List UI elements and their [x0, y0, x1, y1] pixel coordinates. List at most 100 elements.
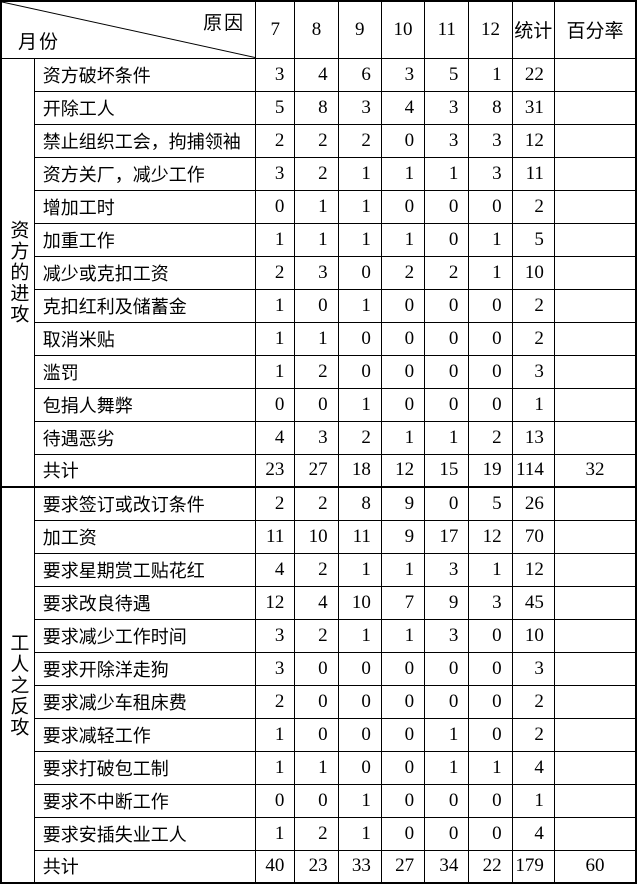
table-row: 资方的进攻 资方破坏条件 3 4 6 3 5 1 22	[0, 57, 637, 488]
value-cell: 2	[424, 255, 470, 290]
value-cell: 0	[424, 783, 470, 818]
value-cell: 3	[424, 123, 470, 158]
table-row: 开除工人 5 8 3 4 3 8 31	[1, 90, 637, 125]
column-header-month-9: 9	[337, 0, 382, 59]
value-cell: 1	[255, 354, 296, 389]
value-cell: 5	[255, 90, 296, 125]
value-cell: 3	[424, 90, 470, 125]
row-name: 要求星期赏工贴花红	[33, 552, 257, 587]
row-name: 要求开除洋走狗	[33, 651, 257, 686]
value-cell: 1	[337, 288, 382, 323]
value-cell: 0	[424, 321, 470, 356]
value-cell: 1	[468, 255, 513, 290]
value-cell: 5	[468, 486, 513, 521]
row-name: 开除工人	[33, 90, 257, 125]
value-cell: 1	[337, 387, 382, 422]
value-cell: 3	[255, 57, 296, 92]
value-cell: 1	[294, 750, 339, 785]
value-cell: 0	[468, 387, 513, 422]
value-cell: 1	[468, 552, 513, 587]
value-cell: 0	[468, 783, 513, 818]
value-cell: 1	[294, 189, 339, 224]
value-cell: 23	[294, 849, 339, 884]
row-name: 待遇恶劣	[33, 420, 257, 455]
value-cell: 0	[337, 750, 382, 785]
value-cell: 2	[255, 486, 296, 521]
percentage-cell	[553, 354, 637, 389]
percentage-cell	[553, 90, 637, 125]
table-row: 禁止组织工会，拘捕领袖 2 2 2 0 3 3 12	[1, 123, 637, 158]
total-cell: 13	[511, 420, 555, 455]
value-cell: 1	[255, 816, 296, 851]
table-row: 要求减少车租床费 2 0 0 0 0 0 2	[1, 684, 637, 719]
percentage-cell	[553, 156, 637, 191]
value-cell: 0	[380, 717, 426, 752]
section-label: 资方的进攻	[0, 57, 35, 488]
total-cell: 10	[511, 618, 555, 653]
value-cell: 2	[294, 156, 339, 191]
percentage-cell	[553, 585, 637, 620]
value-cell: 1	[255, 222, 296, 257]
table-row: 要求星期赏工贴花红 4 2 1 1 3 1 12	[1, 552, 637, 587]
value-cell: 0	[380, 651, 426, 686]
value-cell: 0	[294, 651, 339, 686]
value-cell: 2	[468, 420, 513, 455]
value-cell: 10	[337, 585, 382, 620]
value-cell: 1	[255, 717, 296, 752]
value-cell: 1	[337, 222, 382, 257]
total-cell: 2	[511, 717, 555, 752]
value-cell: 0	[468, 288, 513, 323]
percentage-cell	[553, 255, 637, 290]
value-cell: 0	[380, 189, 426, 224]
value-cell: 0	[255, 189, 296, 224]
percentage-cell	[553, 750, 637, 785]
table-body: 资方的进攻 资方破坏条件 3 4 6 3 5 1 22 开除工人 5 8 3 4 3 8 31 禁止组织工会，拘捕…	[0, 57, 637, 884]
value-cell: 0	[424, 387, 470, 422]
percentage-cell	[553, 189, 637, 224]
column-header-total: 统计	[511, 0, 555, 59]
percentage-cell	[553, 387, 637, 422]
value-cell: 33	[337, 849, 382, 884]
value-cell: 2	[255, 684, 296, 719]
value-cell: 3	[255, 618, 296, 653]
percentage-cell	[553, 288, 637, 323]
percentage-cell	[553, 321, 637, 356]
value-cell: 1	[337, 552, 382, 587]
header-row: 原因 月份 7 8 9 10 11 12 统计 百分率	[0, 0, 637, 59]
value-cell: 0	[380, 321, 426, 356]
diagonal-corner-cell: 原因 月份	[0, 0, 257, 59]
table-header: 原因 月份 7 8 9 10 11 12 统计 百分率	[0, 0, 637, 59]
value-cell: 0	[380, 123, 426, 158]
corner-label-month: 月份	[18, 31, 61, 53]
value-cell: 0	[294, 684, 339, 719]
total-cell: 12	[511, 123, 555, 158]
row-name: 要求安插失业工人	[33, 816, 257, 851]
percentage-cell	[553, 57, 637, 92]
value-cell: 3	[380, 57, 426, 92]
value-cell: 19	[468, 453, 513, 488]
value-cell: 2	[255, 255, 296, 290]
value-cell: 0	[424, 354, 470, 389]
table-row: 资方关厂，减少工作 3 2 1 1 1 3 11	[1, 156, 637, 191]
total-cell: 2	[511, 684, 555, 719]
value-cell: 0	[337, 255, 382, 290]
value-cell: 0	[468, 816, 513, 851]
value-cell: 0	[468, 618, 513, 653]
value-cell: 0	[380, 783, 426, 818]
column-header-month-11: 11	[424, 0, 470, 59]
row-name: 要求不中断工作	[33, 783, 257, 818]
value-cell: 3	[468, 156, 513, 191]
total-cell: 70	[511, 519, 555, 554]
value-cell: 0	[255, 387, 296, 422]
value-cell: 9	[380, 486, 426, 521]
value-cell: 8	[468, 90, 513, 125]
row-name: 增加工时	[33, 189, 257, 224]
value-cell: 0	[468, 189, 513, 224]
value-cell: 0	[424, 651, 470, 686]
percentage-cell	[553, 618, 637, 653]
total-cell: 45	[511, 585, 555, 620]
section-label: 工人之反攻	[0, 486, 35, 884]
percentage-cell	[553, 552, 637, 587]
value-cell: 2	[380, 255, 426, 290]
row-name: 禁止组织工会，拘捕领袖	[33, 123, 257, 158]
